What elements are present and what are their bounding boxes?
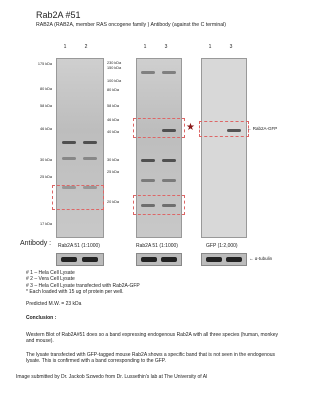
- marker-label: 175 kDa: [22, 62, 52, 66]
- antibody: Rab2A 51 (1:1000): [136, 243, 178, 249]
- blot: [56, 58, 104, 238]
- marker-label: 25 kDa: [107, 170, 137, 174]
- tubulin-blot: [136, 253, 182, 266]
- lane-label: 3: [226, 44, 236, 50]
- marker-label: 80 kDa: [22, 87, 52, 91]
- highlight-box: [199, 121, 249, 137]
- predicted: Predicted M.W. = 23 kDa: [26, 301, 284, 307]
- marker-label: 30 kDa: [107, 158, 137, 162]
- conclusion-heading: Conclusion :: [26, 315, 284, 321]
- lane-label: 1: [60, 44, 70, 50]
- antibody-label: Antibody :: [20, 240, 51, 247]
- paragraph: Western Blot of Rab2A#51 does so a band …: [26, 332, 284, 345]
- notes: # 1 – Hela Cell Lysate # 2 – Vera Cell L…: [26, 270, 284, 295]
- antibody: GFP (1:2,000): [206, 243, 238, 249]
- marker-label: 58 kDa: [107, 104, 137, 108]
- marker-label: 58 kDa: [22, 104, 52, 108]
- tubulin-blot: [56, 253, 104, 266]
- marker-label: 20 kDa: [107, 200, 137, 204]
- lane-label: 3: [161, 44, 171, 50]
- lane-label: 2: [81, 44, 91, 50]
- marker-label: 230 kDa: [107, 61, 137, 65]
- tubulin-blot: [201, 253, 247, 266]
- star: ★: [186, 122, 195, 133]
- paragraph: The lysate transfected with GFP-tagged m…: [26, 352, 284, 365]
- marker-label: 80 kDa: [107, 88, 137, 92]
- note: * Each loaded with 15 ug of protein per …: [26, 289, 284, 295]
- marker-label: 25 kDa: [22, 175, 52, 179]
- lane-label: 1: [140, 44, 150, 50]
- lane-label: 1: [205, 44, 215, 50]
- page: Rab2A #51 RAB2A (RAB2A, member RAS oncog…: [0, 0, 287, 406]
- marker-label: 150 kDa: [107, 66, 137, 70]
- highlight-box: [133, 195, 185, 215]
- title: Rab2A #51: [36, 10, 81, 20]
- highlight-box: [133, 118, 185, 138]
- tubulin-label: ← α-tubulin: [249, 256, 272, 261]
- subtitle: RAB2A (RAB2A, member RAS oncogene family…: [36, 22, 236, 29]
- marker-label: 17 kDa: [22, 222, 52, 226]
- highlight-box: [52, 185, 104, 210]
- blot: [201, 58, 247, 238]
- marker-label: 46 kDa: [22, 127, 52, 131]
- marker-label: 30 kDa: [22, 158, 52, 162]
- gfp-label: ← Rab2A-GFP: [247, 126, 277, 131]
- marker-label: 40 kDa: [107, 130, 137, 134]
- antibody: Rab2A 51 (1:1000): [58, 243, 100, 249]
- marker-label: 100 kDa: [107, 79, 137, 83]
- marker-label: 46 kDa: [107, 118, 137, 122]
- credit: Image submitted by Dr. Jackob Szwedo fro…: [16, 374, 274, 380]
